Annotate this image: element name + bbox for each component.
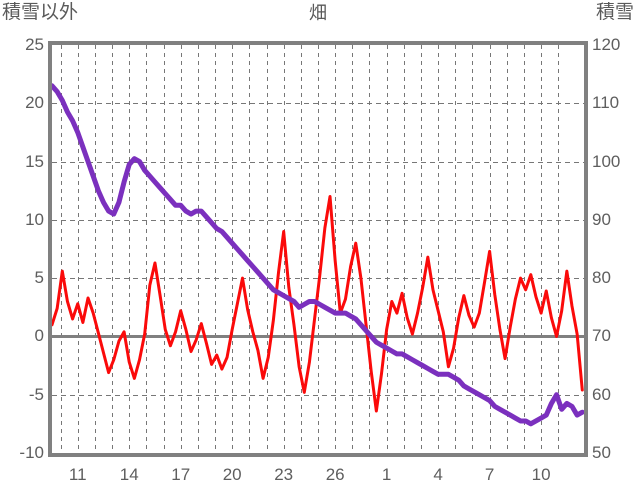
- chart-title: 畑: [309, 3, 327, 23]
- x-axis-tick: 1: [381, 465, 392, 484]
- right-axis-title: 積雪: [595, 2, 634, 23]
- x-axis-tick: 26: [325, 465, 345, 484]
- right-axis-tick: 70: [592, 326, 611, 346]
- gridlines: [52, 45, 584, 453]
- x-axis-tick: 10: [531, 465, 551, 484]
- left-axis-tick: 15: [25, 151, 44, 171]
- right-axis-tick: 100: [592, 151, 621, 171]
- x-axis-tick: 17: [171, 465, 191, 484]
- left-axis-tick: 10: [25, 209, 44, 229]
- plot-frame: [48, 41, 588, 457]
- right-axis-tick: 50: [592, 443, 611, 462]
- x-axis-tick: 20: [222, 465, 242, 484]
- right-axis-tick: 90: [592, 209, 611, 229]
- left-axis-tick: 25: [25, 35, 44, 54]
- plot-area: [52, 45, 584, 453]
- series-lines: [52, 83, 584, 427]
- left-axis-tick-labels: 25 20 15 10 5 0 -5 -10: [0, 0, 44, 501]
- x-axis-tick: 4: [433, 465, 443, 484]
- x-axis-tick: 7: [484, 465, 495, 484]
- right-axis-tick: 60: [592, 384, 611, 404]
- left-axis-tick: 5: [34, 268, 44, 288]
- left-axis-tick: -5: [28, 384, 44, 404]
- left-axis-tick: 20: [25, 93, 44, 113]
- left-axis-tick: 0: [34, 326, 44, 346]
- right-axis-tick: 110: [592, 93, 620, 113]
- x-axis-tick-labels: 11 14 17 20 23 26 1 4 7 10: [0, 466, 636, 496]
- x-axis-tick: 23: [274, 465, 294, 484]
- left-axis-tick: -10: [19, 443, 44, 462]
- x-axis-tick: 11: [68, 465, 87, 484]
- right-axis-tick: 80: [592, 268, 611, 288]
- right-axis-tick-labels: 120 110 100 90 80 70 60 50: [592, 0, 636, 501]
- x-axis-tick: 14: [119, 465, 139, 484]
- right-axis-tick: 120: [592, 35, 621, 54]
- left-axis-title: 積雪以外: [2, 2, 79, 23]
